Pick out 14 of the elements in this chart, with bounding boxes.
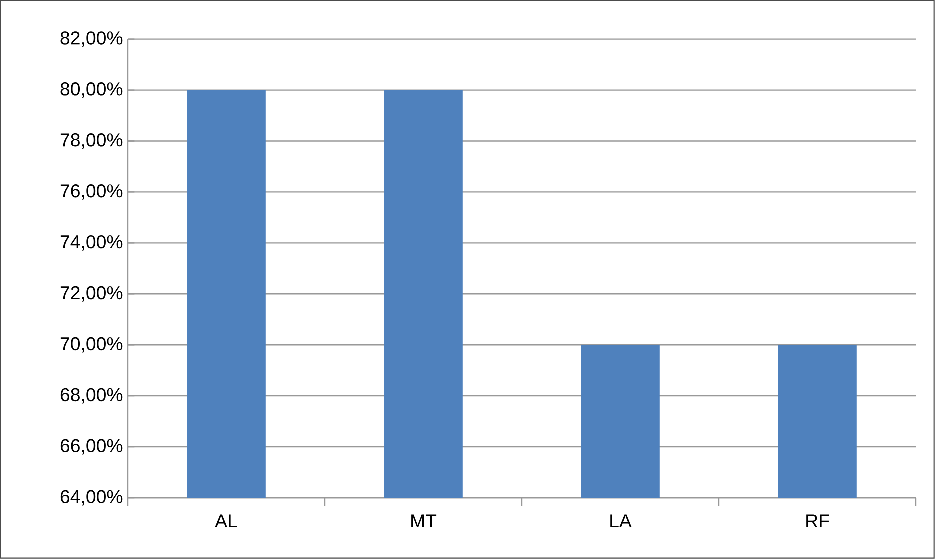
y-tick-label: 82,00%: [60, 32, 123, 48]
y-tick-label: 80,00%: [60, 82, 123, 98]
x-tick-label: LA: [610, 514, 632, 528]
y-tick-label: 70,00%: [60, 337, 123, 353]
y-tick-label: 74,00%: [60, 235, 123, 251]
y-tick-label: 64,00%: [60, 490, 123, 506]
x-tick-label: RF: [806, 514, 830, 528]
x-tick-label: AL: [215, 514, 238, 528]
y-tick-label: 68,00%: [60, 388, 123, 404]
y-tick-label: 76,00%: [60, 184, 123, 200]
y-tick-label: 66,00%: [60, 439, 123, 455]
y-tick-label: 78,00%: [60, 134, 123, 149]
x-tick-label: MT: [412, 514, 437, 528]
y-tick-label: 72,00%: [60, 286, 123, 302]
